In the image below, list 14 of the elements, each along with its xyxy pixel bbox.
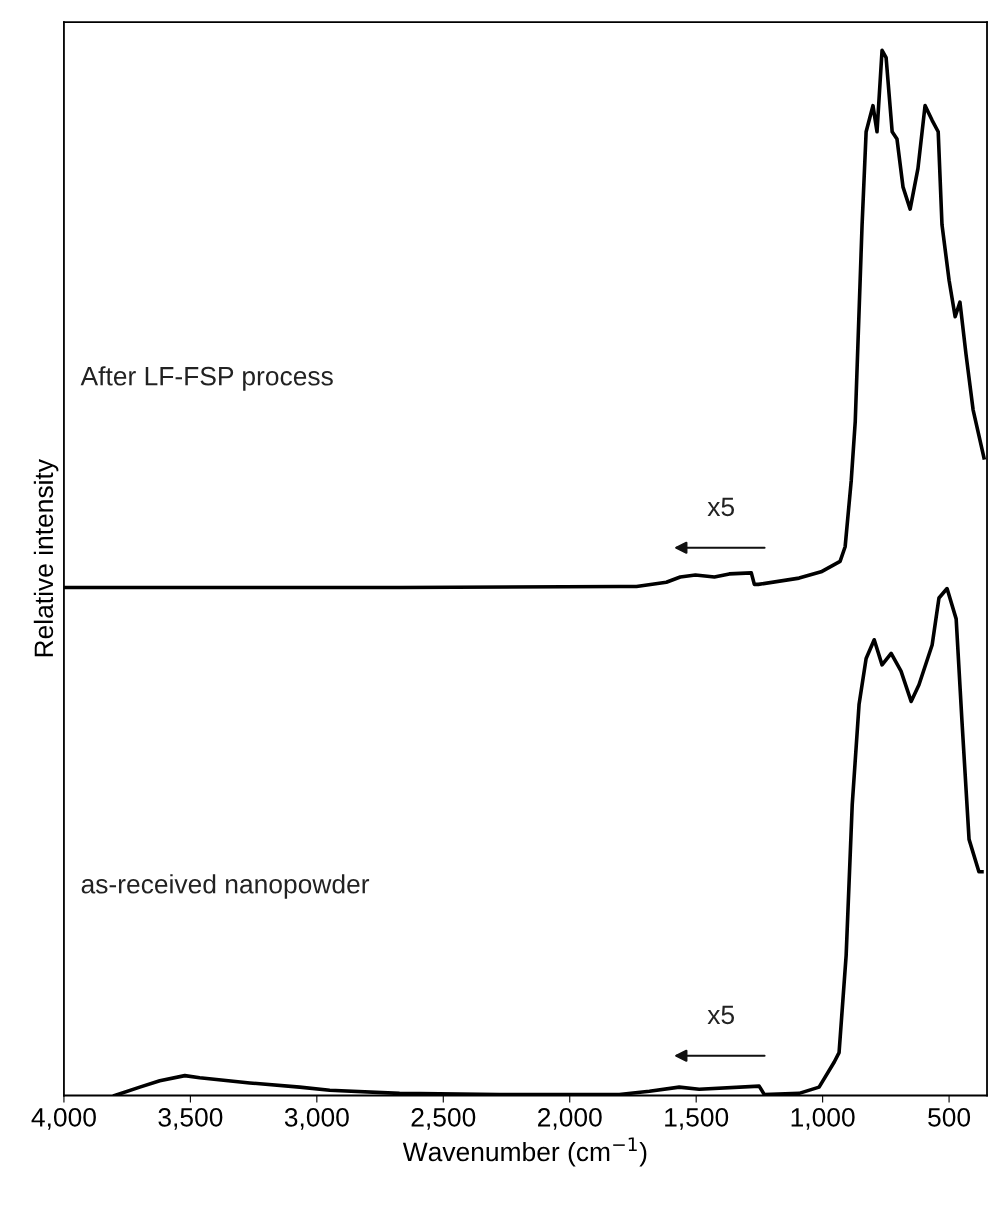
annotation: as-received nanopowder [81, 874, 370, 899]
x-tick-label: 3,000 [284, 1107, 349, 1130]
x-tick-label: 1,000 [791, 1107, 855, 1130]
x-tick-label: 4,000 [31, 1107, 96, 1130]
x-axis-title: Wavenumber (cm$^{−1}$) [402, 1137, 647, 1167]
x-tick-label: 2,500 [411, 1107, 476, 1130]
annotation: x5 [707, 497, 734, 517]
x-tick-label: 2,000 [538, 1107, 602, 1130]
x-tick-label: 1,500 [665, 1107, 729, 1130]
y-axis-title: Relative intensity [33, 459, 59, 657]
annotation: x5 [707, 1005, 734, 1025]
x-tick-label: 500 [928, 1107, 971, 1127]
annotation: After LF-FSP process [80, 366, 333, 391]
x-tick-label: 3,500 [158, 1107, 223, 1130]
